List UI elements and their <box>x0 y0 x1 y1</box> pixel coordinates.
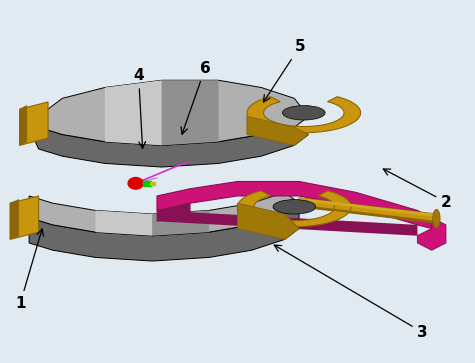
Text: 2: 2 <box>383 169 452 210</box>
Polygon shape <box>105 80 162 145</box>
Bar <box>151 182 155 185</box>
Polygon shape <box>10 200 19 239</box>
Text: 5: 5 <box>264 39 305 102</box>
Polygon shape <box>238 203 299 239</box>
Ellipse shape <box>433 209 440 228</box>
Circle shape <box>128 178 143 189</box>
Ellipse shape <box>273 200 316 214</box>
Ellipse shape <box>283 106 325 120</box>
Polygon shape <box>34 127 309 167</box>
Polygon shape <box>152 211 209 236</box>
Polygon shape <box>29 192 299 236</box>
Polygon shape <box>238 191 351 227</box>
Polygon shape <box>157 203 190 221</box>
Text: 6: 6 <box>181 61 210 134</box>
Polygon shape <box>418 218 446 250</box>
Bar <box>143 181 152 186</box>
Polygon shape <box>162 80 218 145</box>
Text: 1: 1 <box>15 229 43 311</box>
Polygon shape <box>299 198 437 217</box>
Polygon shape <box>19 106 27 145</box>
Polygon shape <box>299 205 437 223</box>
Text: 3: 3 <box>274 245 428 340</box>
Polygon shape <box>157 211 418 236</box>
Polygon shape <box>157 182 432 229</box>
Polygon shape <box>29 203 299 261</box>
Text: 4: 4 <box>133 68 145 148</box>
Polygon shape <box>247 117 309 145</box>
Polygon shape <box>38 80 309 145</box>
Polygon shape <box>19 102 48 145</box>
Polygon shape <box>299 198 437 223</box>
Polygon shape <box>247 97 361 132</box>
Polygon shape <box>95 211 152 236</box>
Polygon shape <box>10 196 38 239</box>
